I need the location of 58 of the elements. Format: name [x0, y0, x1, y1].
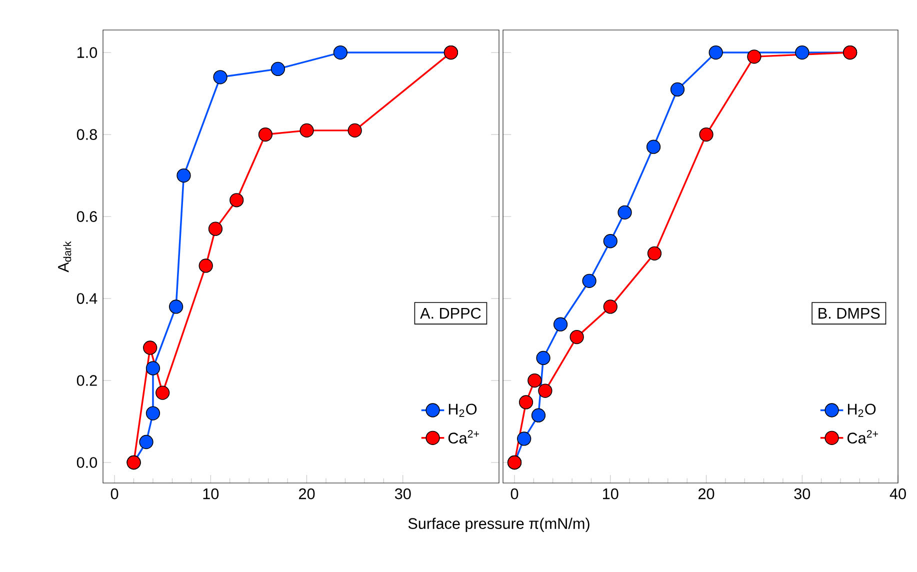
- text: A. DPPC: [420, 308, 481, 319]
- x-tick-label: 10: [203, 488, 219, 500]
- legend-label: Ca$^{2+}$: [448, 430, 479, 444]
- legend-label: Ca$^{2+}$: [847, 430, 878, 444]
- x-tick-label: 30: [794, 488, 810, 500]
- point: [348, 123, 362, 138]
- point: [156, 386, 170, 400]
- text: B. DMPS: [818, 308, 880, 319]
- point: [536, 350, 550, 366]
- point: [270, 62, 285, 76]
- point: [670, 82, 685, 97]
- point: [603, 300, 618, 314]
- x-tick-label: 20: [299, 488, 315, 500]
- point: [553, 317, 568, 332]
- point: [699, 127, 714, 142]
- point: [646, 140, 661, 154]
- point: [795, 45, 810, 60]
- x-tick-label: 0: [510, 488, 518, 500]
- point: [230, 193, 244, 208]
- y-tick-label: 0.8: [76, 129, 97, 140]
- y-tick-label: 1.0: [77, 47, 98, 58]
- y-tick-label: 0.2: [76, 375, 97, 386]
- legend-label: H$_{2}$O: [848, 404, 876, 417]
- point: [518, 395, 534, 410]
- point: [168, 300, 184, 314]
- point: [531, 408, 546, 422]
- point: [198, 258, 213, 273]
- point: [538, 384, 552, 398]
- point: [143, 340, 158, 355]
- x-tick-label: 40: [890, 488, 906, 500]
- point: [647, 246, 662, 260]
- point: [528, 373, 542, 388]
- point: [146, 361, 160, 376]
- x-axis-title: Surface pressure π(mN/m): [408, 518, 590, 532]
- point: [300, 123, 314, 138]
- x-tick-label: 30: [394, 488, 411, 500]
- point: [258, 127, 273, 142]
- point: [747, 50, 762, 64]
- point: [582, 274, 596, 288]
- legend-label: H$_{2}$O: [448, 404, 477, 417]
- point: [208, 222, 223, 236]
- point: [146, 406, 160, 420]
- point: [517, 432, 532, 446]
- y-tick-label: 0.6: [76, 211, 97, 222]
- point: [333, 45, 348, 60]
- point: [708, 45, 723, 60]
- point: [618, 205, 632, 220]
- point: [139, 434, 154, 450]
- x-tick-label: 0: [110, 488, 118, 500]
- y-axis-title: A$_{dark}$: [58, 241, 72, 272]
- point: [570, 330, 584, 344]
- y-tick-label: 0.0: [76, 457, 98, 468]
- x-tick-label: 10: [603, 488, 618, 500]
- point: [176, 168, 191, 183]
- y-tick-label: 0.4: [76, 293, 98, 304]
- x-tick-label: 20: [698, 488, 714, 500]
- point: [603, 234, 618, 248]
- point: [213, 70, 228, 84]
